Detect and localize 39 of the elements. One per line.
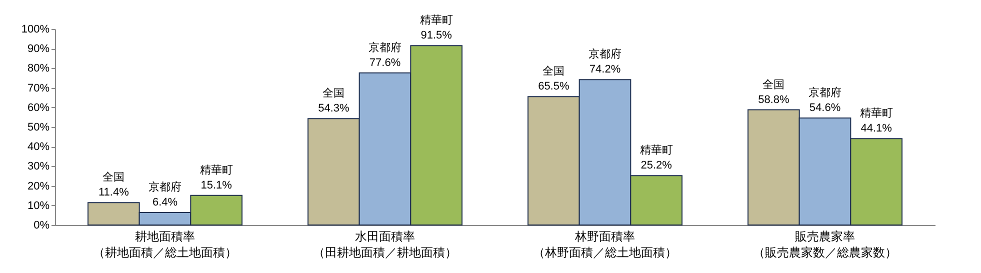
y-tick-label: 100% <box>21 24 50 36</box>
data-label: 74.2% <box>589 64 621 76</box>
text: 全国 <box>762 78 785 91</box>
data-label: 58.8% <box>758 94 790 106</box>
text: 全国 <box>322 88 345 100</box>
series-label: 精華町 <box>420 14 453 27</box>
x-tick-label: 林野面積率（林野面積／総土地面積） <box>533 230 677 260</box>
data-label: 25.2% <box>640 160 672 172</box>
y-tick-label: 10% <box>27 200 50 212</box>
y-tick-label: 80% <box>27 62 50 75</box>
text: 京都府 <box>808 86 842 99</box>
x-tick-label: 水田面積率（田耕地面積／耕地面積） <box>313 230 457 260</box>
y-tick-label: 0% <box>34 220 50 232</box>
text: 精華町 <box>860 108 893 120</box>
text: 精華町 <box>640 144 673 157</box>
y-tick-label: 60% <box>27 102 50 114</box>
text: 京都府 <box>148 181 182 194</box>
data-label: 54.3% <box>318 102 350 115</box>
data-label: 65.5% <box>538 80 570 93</box>
data-label: 44.1% <box>860 122 892 135</box>
y-tick-label: 30% <box>27 160 50 173</box>
y-tick-label: 70% <box>27 82 50 94</box>
data-label: 15.1% <box>200 179 232 192</box>
y-tick-label: 20% <box>27 180 50 192</box>
data-label: 91.5% <box>420 30 452 42</box>
data-label: 6.4% <box>152 196 178 208</box>
series-label: 京都府 <box>588 48 622 61</box>
data-label: 77.6% <box>369 56 401 69</box>
y-tick-label: 50% <box>27 122 50 134</box>
x-tick-label: 販売農家率（販売農家数／総農家数） <box>753 230 897 260</box>
x-tick-label: 耕地面積率（耕地面積／総土地面積） <box>93 230 237 260</box>
text: 精華町 <box>200 164 233 176</box>
y-tick-label: 90% <box>27 43 50 56</box>
series-label: 全国 <box>102 172 125 184</box>
text: 全国 <box>542 66 565 78</box>
data-label: 54.6% <box>809 102 841 114</box>
text: 京都府 <box>368 42 402 54</box>
data-label: 11.4% <box>98 186 130 199</box>
y-tick-label: 40% <box>27 141 50 154</box>
